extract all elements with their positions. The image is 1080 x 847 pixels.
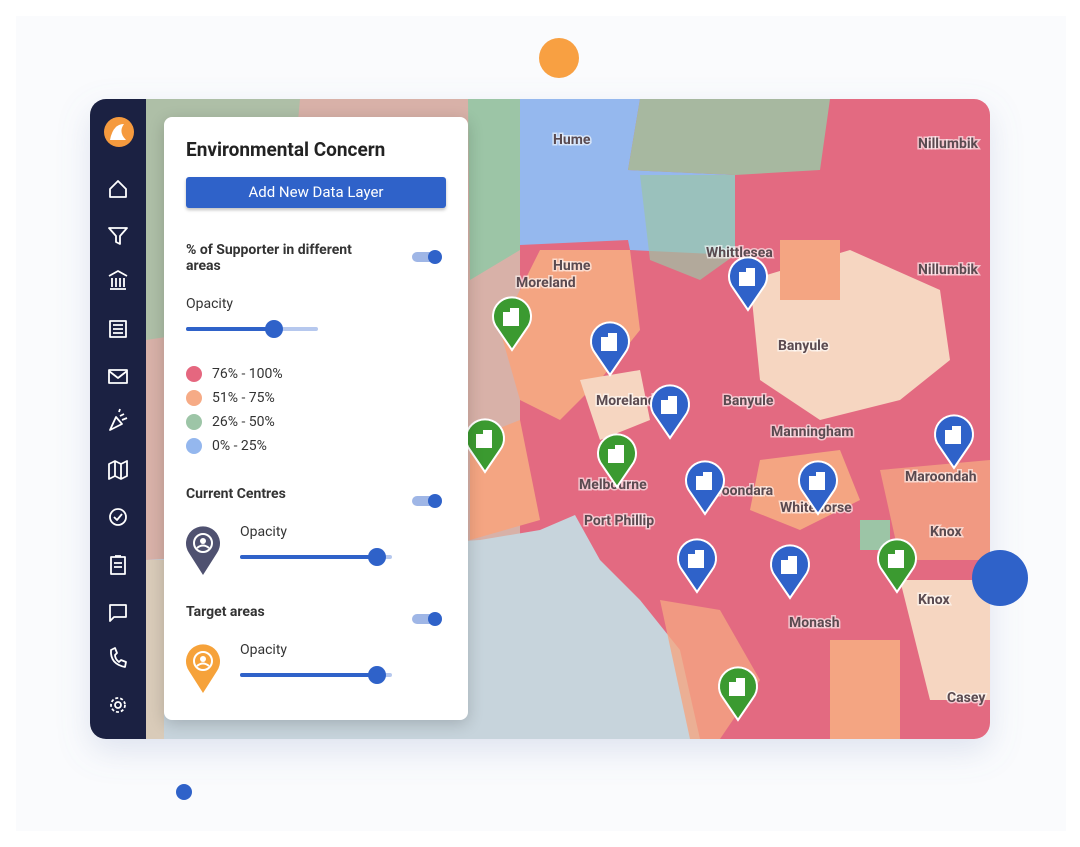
opacity-label: Opacity <box>240 524 288 540</box>
pin-icon <box>688 550 704 568</box>
legend-swatch <box>186 438 202 454</box>
pin-icon <box>601 333 617 351</box>
map-pin[interactable] <box>685 460 725 516</box>
pin-icon <box>476 430 492 448</box>
map-label: Nillumbik <box>918 262 979 278</box>
legend-swatch <box>186 414 202 430</box>
legend-label: 76% - 100% <box>212 366 283 382</box>
toggle[interactable] <box>412 494 442 508</box>
pin-icon <box>781 556 797 574</box>
pin-icon <box>739 268 755 286</box>
pin-icon <box>503 308 519 326</box>
decor-dot <box>539 38 579 78</box>
map-label: Moreland <box>516 275 576 291</box>
pin-icon <box>696 472 712 490</box>
pin-icon <box>729 678 745 696</box>
map-pin[interactable] <box>650 384 690 440</box>
map-label: Port Phillip <box>584 513 654 529</box>
map-label: Banyule <box>723 393 774 409</box>
map-label: Moreland <box>596 393 656 409</box>
map-label: Banyule <box>778 338 829 354</box>
layer-pin-icon <box>186 644 220 693</box>
layer-panel: Environmental Concern Add New Data Layer… <box>164 117 468 720</box>
legend-label: 51% - 75% <box>212 390 275 406</box>
map-label: Nillumbik <box>918 136 979 152</box>
layer-title: % of Supporter in different areas <box>186 242 352 274</box>
map-pin[interactable] <box>718 666 758 722</box>
decor-dot <box>972 550 1028 606</box>
map-pin[interactable] <box>770 544 810 600</box>
pin-icon <box>809 472 825 490</box>
map-label: Knox <box>930 524 962 540</box>
layer-title: Target areas <box>186 604 265 620</box>
map-label: Melbourne <box>579 477 647 493</box>
panel-title: Environmental Concern <box>186 138 386 161</box>
legend-item: 76% - 100% <box>186 366 283 382</box>
map-label: Manningham <box>771 424 853 440</box>
pin-icon <box>945 426 961 444</box>
legend-item: 51% - 75% <box>186 390 275 406</box>
map-label: Hume <box>553 258 591 274</box>
decor-dot <box>176 784 192 800</box>
map-pin[interactable] <box>877 538 917 594</box>
map-pin[interactable] <box>492 296 532 352</box>
layer-title: Current Centres <box>186 486 286 502</box>
map-pin[interactable] <box>590 321 630 377</box>
legend-swatch <box>186 366 202 382</box>
legend-swatch <box>186 390 202 406</box>
nav-icons[interactable] <box>108 180 128 713</box>
toggle[interactable] <box>412 612 442 626</box>
opacity-slider[interactable] <box>240 548 392 566</box>
opacity-slider[interactable] <box>186 320 318 338</box>
opacity-label: Opacity <box>240 642 288 658</box>
logo <box>104 117 134 147</box>
opacity-label: Opacity <box>186 296 234 312</box>
pin-icon <box>608 445 624 463</box>
map-label: Hume <box>553 132 591 148</box>
pin-icon <box>661 396 677 414</box>
legend-label: 26% - 50% <box>212 414 275 430</box>
map-label: Knox <box>918 592 950 608</box>
map-pin[interactable] <box>597 433 637 489</box>
pin-icon <box>888 550 904 568</box>
map-pin[interactable] <box>798 460 838 516</box>
toggle[interactable] <box>412 250 442 264</box>
map-label: Casey <box>947 690 986 706</box>
legend-item: 0% - 25% <box>186 438 267 454</box>
legend-label: 0% - 25% <box>212 438 267 454</box>
add-layer-button[interactable]: Add New Data Layer <box>186 177 446 208</box>
map-label: Maroondah <box>905 469 977 485</box>
map-pin[interactable] <box>934 414 974 470</box>
legend-item: 26% - 50% <box>186 414 275 430</box>
map-label: Whittlesea <box>706 245 773 261</box>
map-label: Monash <box>789 615 840 631</box>
layer-pin-icon <box>186 526 220 575</box>
map-pin[interactable] <box>728 256 768 312</box>
opacity-slider[interactable] <box>240 666 392 684</box>
map-pin[interactable] <box>677 538 717 594</box>
